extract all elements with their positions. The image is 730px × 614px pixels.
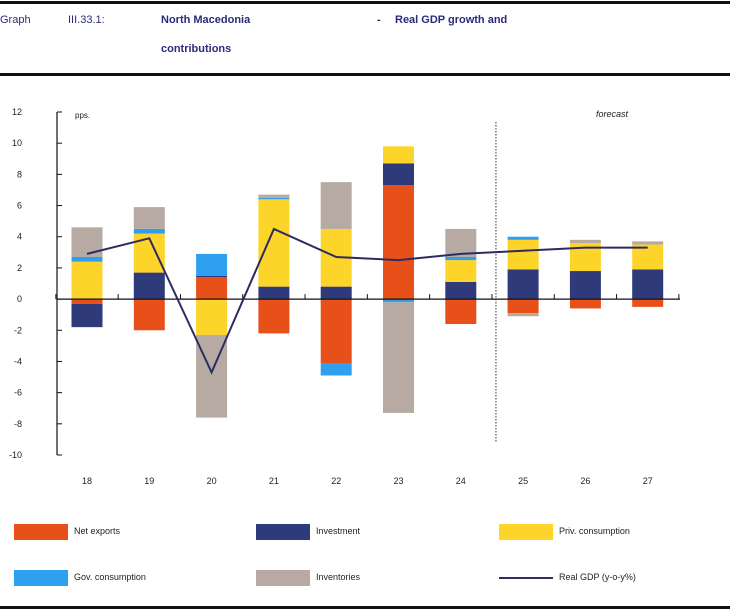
y-tick-label: -10	[9, 450, 22, 460]
bar-priv-consumption-25	[507, 239, 539, 270]
graph-title-line2: contributions	[161, 43, 232, 55]
graph-title-dash: -	[377, 14, 381, 26]
graph-title-part2: Real GDP growth and	[395, 14, 508, 26]
bar-inventories-19	[133, 207, 165, 229]
y-tick-label: 2	[17, 263, 22, 273]
bar-inventories-18	[71, 227, 103, 257]
x-tick-label: 18	[82, 476, 92, 486]
bar-gov-consumption-19	[133, 228, 165, 234]
bar-investment-19	[133, 272, 165, 300]
real-gdp-line	[86, 227, 648, 375]
legend-label: Priv. consumption	[559, 526, 630, 536]
y-tick-label: 0	[17, 294, 22, 304]
legend-swatch-real-gdp	[499, 577, 553, 579]
graph-title-part1: North Macedonia	[161, 14, 251, 26]
x-tick-label: 23	[393, 476, 403, 486]
y-axis-unit-label: pps.	[75, 111, 90, 120]
bar-gov-consumption-18	[71, 256, 103, 262]
header-bottom-border	[0, 73, 730, 76]
graph-number: III.33.1:	[68, 14, 105, 26]
legend-label: Inventories	[316, 572, 361, 582]
y-tick-label: -2	[14, 325, 22, 335]
bar-investment-23	[383, 163, 414, 186]
y-tick-label: -6	[14, 388, 22, 398]
x-tick-label: 21	[269, 476, 279, 486]
bar-gov-consumption-24	[445, 256, 477, 261]
y-tick-label: 8	[17, 169, 22, 179]
bar-inventories-26	[569, 239, 601, 243]
top-border	[0, 1, 730, 4]
x-tick-label: 24	[456, 476, 466, 486]
bar-priv-consumption-27	[632, 244, 664, 270]
x-tick-label: 26	[580, 476, 590, 486]
bar-inventories-24	[445, 228, 477, 257]
bar-inventories-21	[258, 194, 290, 198]
bar-priv-consumption-21	[258, 199, 290, 287]
bar-investment-21	[258, 286, 290, 300]
legend-swatch-investment	[256, 524, 310, 540]
bar-priv-consumption-18	[71, 261, 103, 300]
bar-inventories-27	[632, 241, 664, 245]
bar-net-exports-24	[445, 299, 477, 325]
bar-priv-consumption-23	[383, 146, 414, 164]
legend-swatch-priv-consumption	[499, 524, 553, 540]
bar-investment-24	[445, 281, 477, 300]
bar-net-exports-22	[320, 299, 352, 364]
y-tick-label: -4	[14, 356, 22, 366]
y-tick-label: -8	[14, 419, 22, 429]
bottom-border	[0, 606, 730, 609]
bar-net-exports-27	[632, 299, 664, 307]
x-tick-label: 25	[518, 476, 528, 486]
x-tick-label: 27	[643, 476, 653, 486]
bar-net-exports-25	[507, 299, 539, 314]
bar-inventories-25	[507, 313, 539, 317]
bar-gov-consumption-23	[383, 299, 414, 303]
forecast-label: forecast	[596, 109, 629, 119]
x-tick-label: 22	[331, 476, 341, 486]
y-tick-label: 12	[12, 107, 22, 117]
bar-net-exports-23	[383, 185, 414, 300]
bar-priv-consumption-24	[445, 260, 477, 282]
bar-investment-18	[71, 303, 103, 328]
legend-swatch-gov-consumption	[14, 570, 68, 586]
bar-priv-consumption-20	[196, 299, 228, 335]
legend-swatch-net-exports	[14, 524, 68, 540]
legend-label: Net exports	[74, 526, 121, 536]
x-tick-label: 19	[144, 476, 154, 486]
bar-gov-consumption-21	[258, 197, 290, 200]
legend-label: Real GDP (y-o-y%)	[559, 572, 636, 582]
y-tick-label: 6	[17, 201, 22, 211]
legend-label: Gov. consumption	[74, 572, 146, 582]
bar-gov-consumption-25	[507, 236, 539, 240]
bar-investment-26	[569, 271, 601, 300]
bar-investment-27	[632, 269, 664, 300]
x-tick-label: 20	[207, 476, 217, 486]
legend-label: Investment	[316, 526, 361, 536]
y-tick-label: 4	[17, 232, 22, 242]
legend-swatch-inventories	[256, 570, 310, 586]
bar-net-exports-26	[569, 299, 601, 309]
bar-net-exports-19	[133, 299, 165, 331]
bar-net-exports-20	[196, 277, 228, 300]
bar-gov-consumption-20	[196, 253, 228, 276]
bar-inventories-23	[383, 302, 414, 413]
bar-inventories-22	[320, 182, 352, 229]
bar-investment-25	[507, 269, 539, 300]
bar-investment-22	[320, 286, 352, 300]
bar-net-exports-18	[71, 299, 103, 304]
bar-gov-consumption-22	[320, 363, 352, 376]
graph-label: Graph	[0, 14, 31, 26]
y-tick-label: 10	[12, 138, 22, 148]
bar-investment-20	[196, 275, 228, 278]
bar-net-exports-21	[258, 299, 290, 334]
